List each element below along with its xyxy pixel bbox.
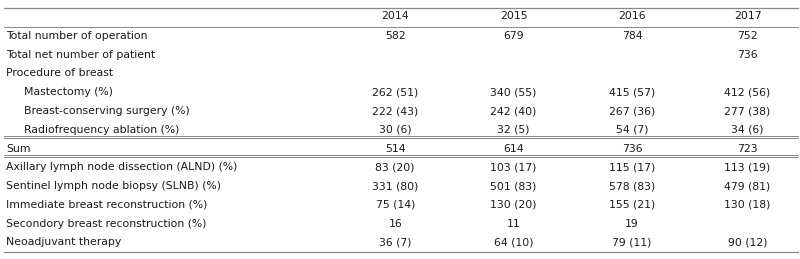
Text: 115 (17): 115 (17) xyxy=(609,162,655,172)
Text: 222 (43): 222 (43) xyxy=(372,106,418,116)
Text: 75 (14): 75 (14) xyxy=(375,200,415,210)
Text: 2016: 2016 xyxy=(618,11,646,21)
Text: 79 (11): 79 (11) xyxy=(612,238,652,248)
Text: Radiofrequency ablation (%): Radiofrequency ablation (%) xyxy=(24,125,179,135)
Text: 501 (83): 501 (83) xyxy=(490,181,537,191)
Text: 752: 752 xyxy=(738,31,758,41)
Text: 32 (5): 32 (5) xyxy=(498,125,530,135)
Text: 242 (40): 242 (40) xyxy=(490,106,537,116)
Text: 736: 736 xyxy=(622,143,642,154)
Text: 64 (10): 64 (10) xyxy=(494,238,534,248)
Text: 30 (6): 30 (6) xyxy=(379,125,411,135)
Text: 331 (80): 331 (80) xyxy=(372,181,418,191)
Text: 11: 11 xyxy=(506,219,521,229)
Text: 514: 514 xyxy=(385,143,406,154)
Text: 19: 19 xyxy=(625,219,639,229)
Text: 16: 16 xyxy=(388,219,402,229)
Text: 155 (21): 155 (21) xyxy=(609,200,655,210)
Text: Sentinel lymph node biopsy (SLNB) (%): Sentinel lymph node biopsy (SLNB) (%) xyxy=(6,181,222,191)
Text: 412 (56): 412 (56) xyxy=(725,87,770,97)
Text: Procedure of breast: Procedure of breast xyxy=(6,68,114,78)
Text: 103 (17): 103 (17) xyxy=(490,162,537,172)
Text: 2017: 2017 xyxy=(734,11,762,21)
Text: 784: 784 xyxy=(622,31,642,41)
Text: Mastectomy (%): Mastectomy (%) xyxy=(24,87,113,97)
Text: 34 (6): 34 (6) xyxy=(731,125,764,135)
Text: Axillary lymph node dissection (ALND) (%): Axillary lymph node dissection (ALND) (%… xyxy=(6,162,238,172)
Text: 90 (12): 90 (12) xyxy=(728,238,767,248)
Text: 130 (18): 130 (18) xyxy=(725,200,770,210)
Text: Sum: Sum xyxy=(6,143,31,154)
Text: 83 (20): 83 (20) xyxy=(375,162,415,172)
Text: 262 (51): 262 (51) xyxy=(372,87,418,97)
Text: 277 (38): 277 (38) xyxy=(725,106,770,116)
Text: 113 (19): 113 (19) xyxy=(725,162,770,172)
Text: Secondory breast reconstruction (%): Secondory breast reconstruction (%) xyxy=(6,219,207,229)
Text: Total number of operation: Total number of operation xyxy=(6,31,148,41)
Text: 415 (57): 415 (57) xyxy=(609,87,655,97)
Text: 340 (55): 340 (55) xyxy=(490,87,537,97)
Text: 723: 723 xyxy=(738,143,758,154)
Text: 578 (83): 578 (83) xyxy=(609,181,655,191)
Text: 2015: 2015 xyxy=(500,11,527,21)
Text: 582: 582 xyxy=(385,31,406,41)
Text: 736: 736 xyxy=(738,50,758,60)
Text: 2014: 2014 xyxy=(382,11,409,21)
Text: 130 (20): 130 (20) xyxy=(490,200,537,210)
Text: 479 (81): 479 (81) xyxy=(725,181,770,191)
Text: Immediate breast reconstruction (%): Immediate breast reconstruction (%) xyxy=(6,200,208,210)
Text: 614: 614 xyxy=(503,143,524,154)
Text: 54 (7): 54 (7) xyxy=(616,125,648,135)
Text: Neoadjuvant therapy: Neoadjuvant therapy xyxy=(6,238,122,248)
Text: 679: 679 xyxy=(503,31,524,41)
Text: 36 (7): 36 (7) xyxy=(379,238,411,248)
Text: 267 (36): 267 (36) xyxy=(609,106,655,116)
Text: Total net number of patient: Total net number of patient xyxy=(6,50,155,60)
Text: Breast-conserving surgery (%): Breast-conserving surgery (%) xyxy=(24,106,190,116)
